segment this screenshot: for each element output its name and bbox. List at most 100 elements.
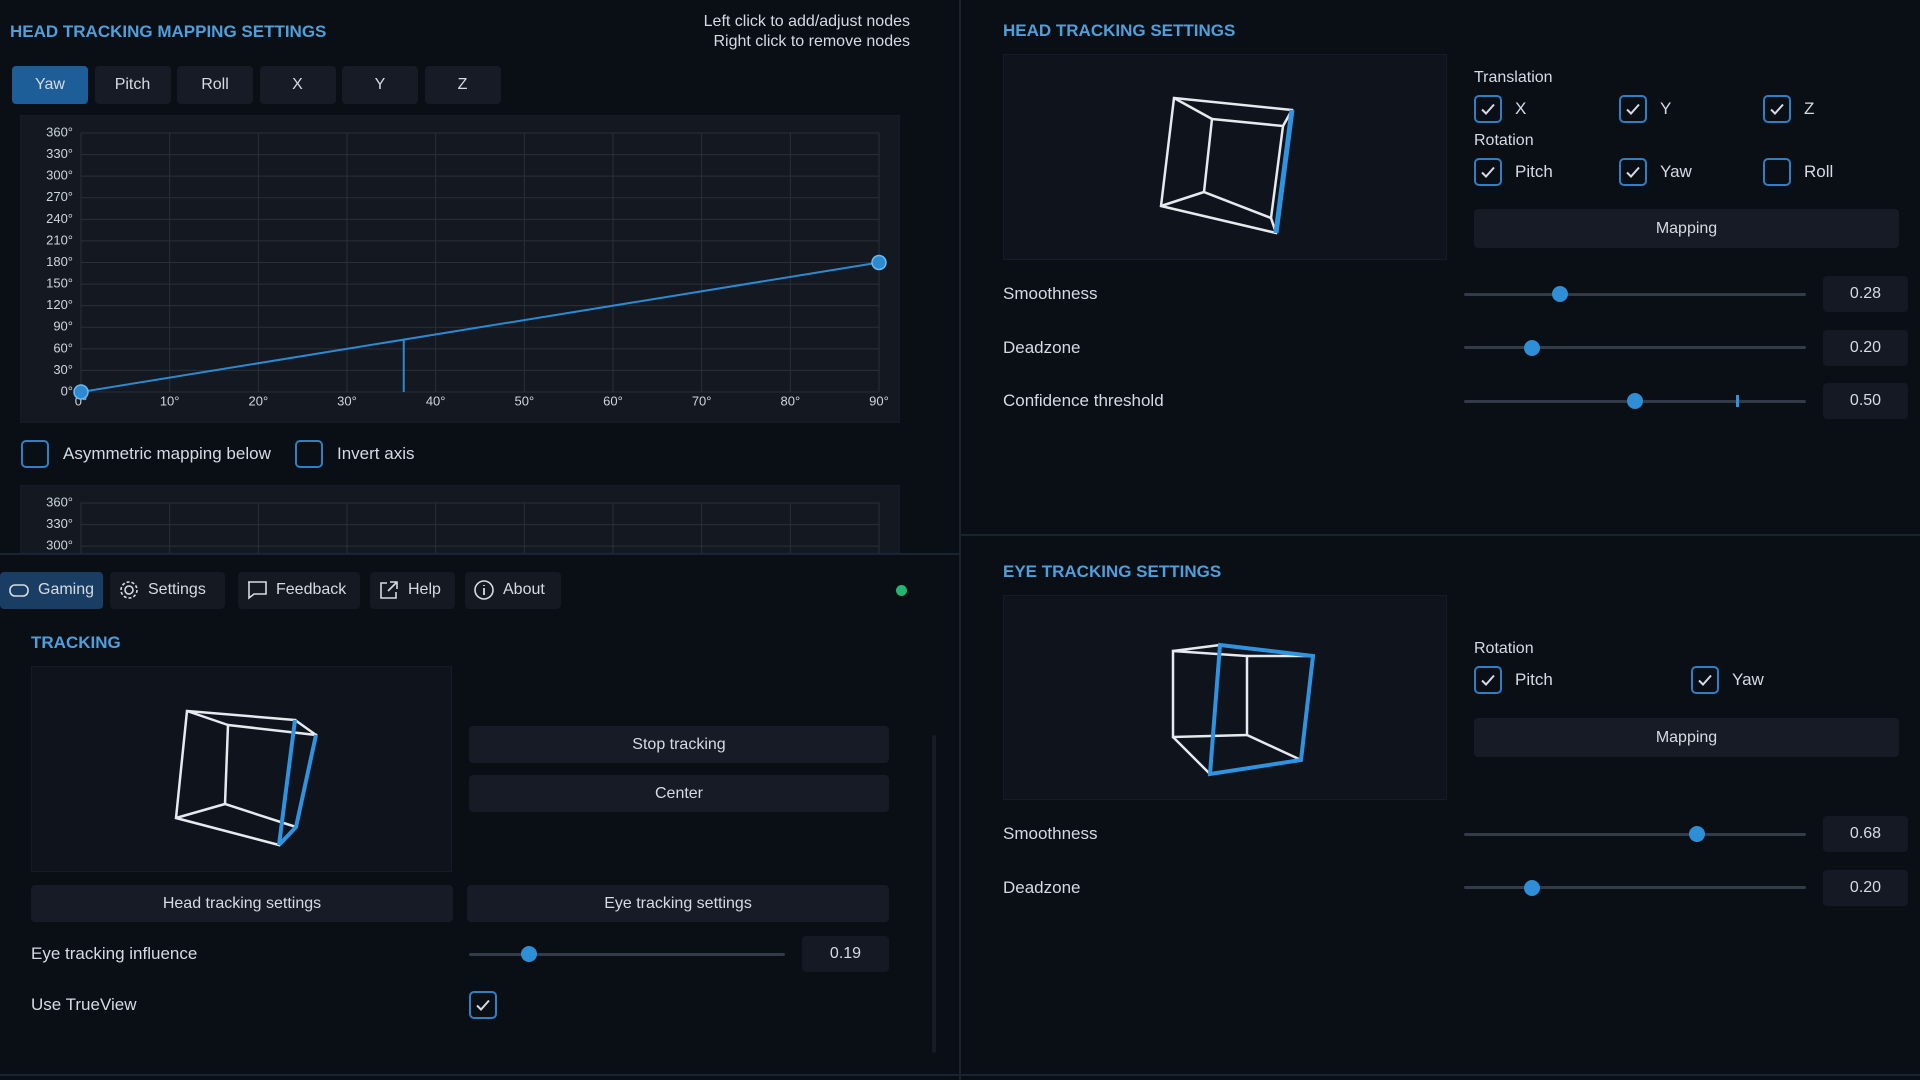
x-tick-label: 80° <box>780 393 800 408</box>
x-tick-label: 70° <box>692 393 712 408</box>
checkbox-label: Z <box>1804 99 1815 118</box>
nav-tab[interactable]: About <box>465 572 561 609</box>
y-tick-label: 0° <box>61 383 73 398</box>
checkbox[interactable] <box>1763 95 1791 123</box>
node[interactable] <box>73 384 89 400</box>
section-title: EYE TRACKING SETTINGS <box>1003 562 1222 581</box>
checkbox[interactable] <box>1474 158 1502 186</box>
status-dot <box>896 585 907 596</box>
nav-label: Feedback <box>276 581 347 598</box>
chart-panel <box>20 115 900 423</box>
y-tick-label: 90° <box>53 319 73 334</box>
slider-label: Smoothness <box>1003 284 1098 303</box>
divider-v <box>959 0 961 1080</box>
checkbox[interactable] <box>1691 666 1719 694</box>
y-tick-label: 270° <box>46 189 73 204</box>
y-tick-label: 360° <box>46 494 73 509</box>
button[interactable]: Head tracking settings <box>31 885 453 922</box>
checkbox-label: Y <box>1660 99 1672 118</box>
checkbox-label: Yaw <box>1660 162 1692 181</box>
slider-label: Deadzone <box>1003 877 1081 897</box>
slider-thumb[interactable] <box>1524 339 1541 356</box>
eye-preview <box>1003 595 1447 800</box>
option-label: Asymmetric mapping below <box>63 444 271 463</box>
button[interactable]: Mapping <box>1474 718 1899 757</box>
slider-label: Eye tracking influence <box>31 944 198 963</box>
checkbox-label: Roll <box>1804 162 1834 181</box>
check-path <box>1481 674 1495 686</box>
node[interactable] <box>871 254 887 271</box>
mapping-chart-2[interactable]: 300° 330° 360° <box>20 485 900 553</box>
nav-label: Gaming <box>38 581 95 598</box>
checkbox[interactable] <box>1474 95 1502 123</box>
checkbox[interactable] <box>21 440 49 468</box>
section-title: HEAD TRACKING MAPPING SETTINGS <box>10 22 327 41</box>
hint: Right click to remove nodes <box>713 33 910 50</box>
y-tick-label: 300° <box>46 538 73 553</box>
slider-thumb[interactable] <box>521 946 538 962</box>
nav-tab[interactable]: Gaming <box>0 572 103 609</box>
button[interactable]: Mapping <box>1474 209 1899 248</box>
section-title: HEAD TRACKING SETTINGS <box>1003 21 1236 40</box>
group-label: Rotation <box>1474 132 1534 149</box>
nav-tab[interactable]: Feedback <box>238 572 360 609</box>
slider-thumb[interactable] <box>1524 879 1541 896</box>
y-tick-label: 330° <box>46 516 73 531</box>
tab[interactable]: X <box>259 66 336 104</box>
nav-label: Settings <box>148 581 206 598</box>
slider-track[interactable] <box>1464 346 1806 349</box>
y-tick-label: 150° <box>46 276 73 291</box>
slider-thumb[interactable] <box>1627 393 1643 409</box>
nav-label: About <box>503 581 545 598</box>
x-tick-label: 50° <box>514 393 534 408</box>
slider-track[interactable] <box>1464 832 1806 836</box>
checkbox-label: Yaw <box>1732 670 1764 689</box>
button[interactable]: Stop tracking <box>469 726 889 763</box>
slider-track[interactable] <box>1464 886 1806 889</box>
slider-thumb[interactable] <box>1551 286 1568 302</box>
check-path <box>1481 103 1495 115</box>
slider-label: Smoothness <box>1003 824 1098 843</box>
slider-value: 0.28 <box>1823 276 1908 312</box>
group-label: Rotation <box>1474 640 1534 657</box>
button[interactable]: Eye tracking settings <box>467 885 889 922</box>
checkbox[interactable] <box>295 440 323 468</box>
slider-thumb[interactable] <box>1688 826 1705 842</box>
checkbox[interactable] <box>469 991 497 1019</box>
check-mark <box>1698 674 1712 686</box>
checkbox[interactable] <box>1474 666 1502 694</box>
checkbox-label: X <box>1515 99 1527 118</box>
tab[interactable]: Roll <box>177 66 253 104</box>
nav-label: Help <box>408 581 441 598</box>
mapping-chart[interactable]: 0° 30° 60° 90° 120° 150° 180° 210° 240° 270° 300° 3… <box>20 115 900 423</box>
tab[interactable]: Z <box>424 66 501 104</box>
hint: Left click to add/adjust nodes <box>703 13 910 30</box>
check-mark <box>1481 674 1495 686</box>
nav-tab[interactable]: Settings <box>110 572 225 609</box>
slider-track[interactable] <box>469 952 785 956</box>
tab[interactable]: Pitch <box>94 66 171 104</box>
nav-tab[interactable]: Help <box>370 572 455 609</box>
check-path <box>1770 103 1784 115</box>
button[interactable]: Center <box>469 775 889 812</box>
slider-track[interactable] <box>1464 292 1806 296</box>
tracking-preview <box>31 666 452 872</box>
checkbox[interactable] <box>1619 95 1647 123</box>
checkbox[interactable] <box>1619 158 1647 186</box>
check-mark <box>1626 166 1640 178</box>
checkbox-label: Pitch <box>1515 162 1553 181</box>
scrollbar[interactable] <box>932 735 936 1053</box>
y-tick-label: 120° <box>46 297 73 312</box>
slider-value: 0.20 <box>1823 869 1908 906</box>
check-mark <box>1770 103 1784 115</box>
y-tick-label: 330° <box>46 146 73 161</box>
checkbox[interactable] <box>1763 158 1791 186</box>
check-path <box>476 999 490 1011</box>
y-tick-label: 300° <box>46 168 73 183</box>
x-tick-label: 30° <box>337 393 357 408</box>
x-tick-label: 40° <box>426 393 446 408</box>
tab[interactable]: Y <box>342 66 418 104</box>
checkbox-label: Use TrueView <box>31 995 137 1014</box>
tab[interactable]: Yaw <box>12 66 88 104</box>
